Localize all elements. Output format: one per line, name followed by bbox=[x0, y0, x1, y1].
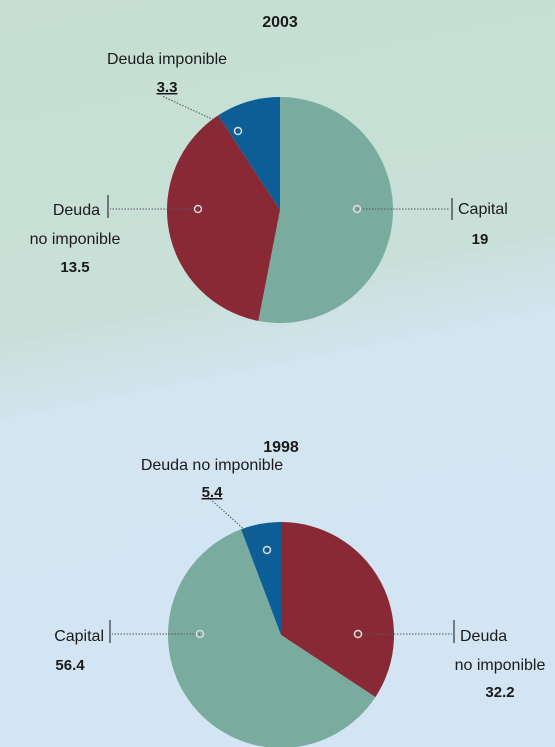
slice-label: Capital bbox=[458, 201, 508, 218]
slice-marker bbox=[195, 629, 205, 639]
slice-label: Deuda no imponible bbox=[141, 457, 283, 474]
slice-value: 13.5 bbox=[60, 259, 89, 276]
slice-marker bbox=[193, 204, 203, 214]
slice-value: 5.4 bbox=[202, 484, 224, 501]
chart-title: 2003 bbox=[262, 14, 298, 31]
pie-slice bbox=[218, 97, 280, 210]
pie-slice bbox=[166, 115, 280, 321]
pie-slice bbox=[258, 97, 393, 323]
slice-value: 56.4 bbox=[55, 657, 85, 674]
slice-marker bbox=[353, 629, 363, 639]
slice-label: no imponible bbox=[30, 231, 121, 248]
slice-label: Deuda imponible bbox=[107, 51, 227, 68]
leader-line bbox=[161, 95, 239, 132]
slice-marker bbox=[233, 126, 243, 136]
slice-value: 19 bbox=[472, 231, 489, 248]
slice-marker bbox=[352, 204, 362, 214]
slice-label: Capital bbox=[54, 628, 104, 645]
pie-slice bbox=[281, 522, 395, 698]
slice-label: Deuda bbox=[53, 202, 100, 219]
slice-marker bbox=[262, 545, 272, 555]
slice-label: no imponible bbox=[455, 657, 546, 674]
leader-line bbox=[207, 496, 268, 551]
slice-label: Deuda bbox=[460, 628, 507, 645]
pie-slice bbox=[168, 529, 376, 747]
slice-value: 32.2 bbox=[485, 684, 514, 701]
chart-title: 1998 bbox=[263, 439, 299, 456]
slice-value: 3.3 bbox=[157, 79, 178, 96]
